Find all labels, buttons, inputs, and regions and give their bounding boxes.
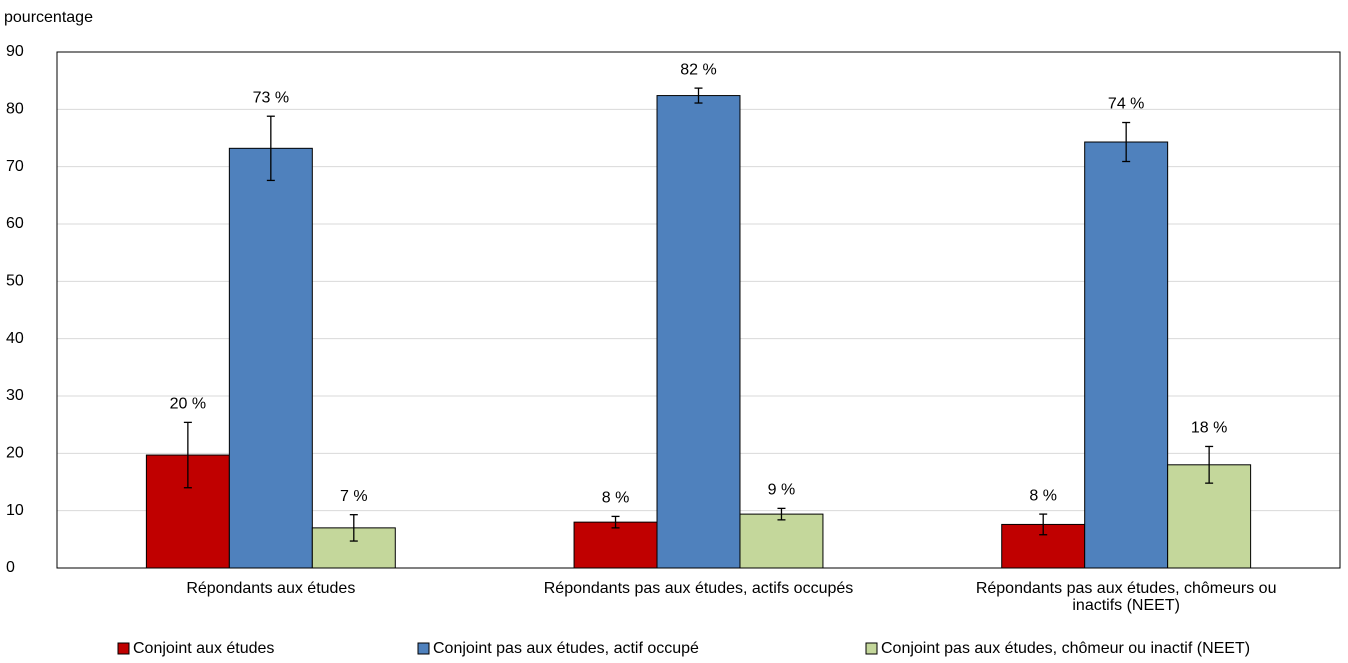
legend-label: Conjoint aux études [133,640,274,657]
y-tick-label: 10 [6,502,24,519]
error-bar [1122,121,1131,163]
error-bar [694,87,703,104]
value-label: 8 % [602,490,630,507]
error-bar [183,421,192,489]
bar [228,147,313,569]
y-tick-label: 20 [6,445,24,462]
legend-label: Conjoint pas aux études, actif occupé [433,640,699,657]
x-tick-label: Répondants aux études [186,580,356,597]
value-label: 82 % [680,61,716,78]
legend-swatch [865,642,878,655]
y-tick-label: 60 [6,215,24,232]
legend-swatch [417,642,430,655]
bar [656,95,741,569]
value-label: 20 % [170,396,206,413]
error-bar [777,507,786,521]
y-tick-label: 40 [6,330,24,347]
y-tick-label: 90 [6,43,24,60]
error-bar [611,515,620,529]
x-tick-label: Répondants pas aux études, actifs occupé… [543,580,854,597]
value-label: 73 % [253,89,289,106]
bar [573,521,658,569]
legend-swatch [117,642,130,655]
value-label: 9 % [768,482,796,499]
x-tick-label: Répondants pas aux études, chômeurs ou i… [975,580,1277,614]
error-bar [1205,445,1214,484]
y-tick-label: 0 [6,559,15,576]
bar [1084,141,1169,569]
y-axis-label: pourcentage [4,9,93,26]
error-bar [266,115,275,182]
y-tick-label: 80 [6,101,24,118]
y-tick-label: 50 [6,273,24,290]
value-label: 7 % [340,488,368,505]
y-tick-label: 30 [6,387,24,404]
legend-label: Conjoint pas aux études, chômeur ou inac… [881,640,1250,657]
y-tick-label: 70 [6,158,24,175]
value-label: 8 % [1029,487,1057,504]
value-label: 18 % [1191,420,1227,437]
error-bar [1039,513,1048,536]
value-label: 74 % [1108,96,1144,113]
bar [739,513,824,569]
error-bar [349,514,358,542]
